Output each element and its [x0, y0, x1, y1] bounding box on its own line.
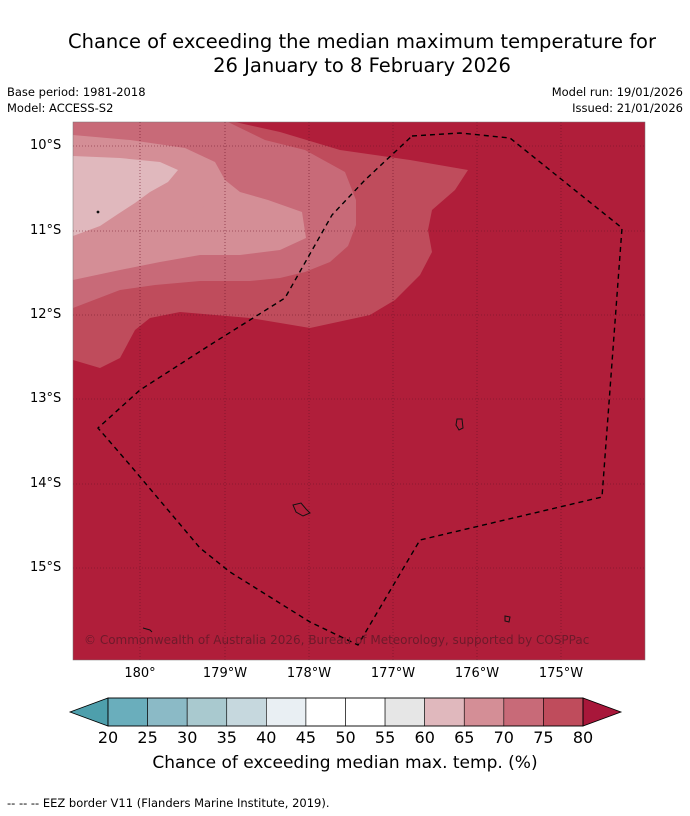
island-south-central	[292, 502, 311, 517]
title-line-2: 26 January to 8 February 2026	[213, 54, 511, 77]
copyright-notice: © Commonwealth of Australia 2026, Bureau…	[84, 633, 590, 647]
lat-label-12s: 12°S	[30, 307, 62, 322]
colorbar-cell	[107, 697, 148, 727]
colorbar-tick: 45	[295, 728, 317, 747]
island-southeast	[504, 615, 511, 623]
colorbar-tick: 50	[335, 728, 356, 747]
colorbar-cell	[147, 697, 188, 727]
lon-label-176w: 176°W	[454, 666, 500, 681]
colorbar-cell	[186, 697, 228, 727]
island-east	[455, 418, 464, 431]
colorbar-tick: 35	[216, 728, 237, 747]
colorbar-cells	[107, 697, 584, 727]
colorbar-tick: 75	[533, 728, 554, 747]
colorbar-tick: 30	[177, 728, 198, 747]
colorbar-low-extend	[68, 697, 109, 727]
region-65-70-inner	[185, 200, 280, 238]
meta-right: Model run: 19/01/2026 Issued: 21/01/2026	[552, 84, 683, 116]
colorbar-cell	[503, 697, 544, 727]
island-southwest	[142, 627, 153, 633]
lon-label-177w: 177°W	[370, 666, 416, 681]
colorbar-cell	[463, 697, 505, 727]
lon-label-180: 180°	[124, 666, 156, 681]
region-60-65	[73, 156, 178, 236]
colorbar-tick: 20	[97, 728, 119, 747]
colorbar-tick: 70	[493, 728, 514, 747]
islet-northwest	[96, 210, 100, 214]
lon-label-178w: 178°W	[286, 666, 332, 681]
colorbar-outline	[107, 697, 584, 727]
lat-label-11s: 11°S	[30, 223, 62, 238]
colorbar-tick: 65	[454, 728, 475, 747]
colorbar-cell	[305, 697, 346, 727]
model-run: Model run: 19/01/2026	[551, 85, 683, 99]
colorbar-cell	[424, 697, 465, 727]
colorbar-tick: 25	[137, 728, 158, 747]
colorbar-high-extend	[582, 697, 623, 727]
lat-label-14s: 14°S	[30, 476, 62, 491]
map-frame	[72, 121, 646, 661]
issued-date: Issued: 21/01/2026	[572, 101, 683, 115]
colorbar-tick: 80	[572, 728, 594, 747]
eez-border	[97, 132, 623, 646]
colorbar-cell	[226, 697, 267, 727]
chart-title: Chance of exceeding the median maximum t…	[0, 30, 690, 78]
colorbar-cell	[384, 697, 425, 727]
meta-left: Base period: 1981-2018 Model: ACCESS-S2	[7, 84, 146, 116]
base-period: Base period: 1981-2018	[7, 85, 146, 99]
colorbar-tick: 40	[256, 728, 277, 747]
lat-label-15s: 15°S	[30, 560, 62, 575]
colorbar-label: Chance of exceeding median max. temp. (%…	[152, 753, 538, 773]
lon-label-175w: 175°W	[538, 666, 584, 681]
islands	[96, 210, 511, 633]
graticule	[73, 122, 645, 660]
colorbar-cell	[266, 697, 307, 727]
model-name: Model: ACCESS-S2	[7, 101, 114, 115]
eez-footnote: -- -- -- EEZ border V11 (Flanders Marine…	[7, 796, 330, 810]
colorbar-cell	[345, 697, 386, 727]
lon-label-179w: 179°W	[202, 666, 248, 681]
title-line-1: Chance of exceeding the median maximum t…	[67, 30, 657, 53]
lat-label-13s: 13°S	[30, 391, 62, 406]
colorbar-tick: 60	[414, 728, 435, 747]
colorbar-tick: 55	[374, 728, 396, 747]
colorbar-cell	[543, 697, 584, 727]
lat-label-10s: 10°S	[30, 138, 62, 153]
